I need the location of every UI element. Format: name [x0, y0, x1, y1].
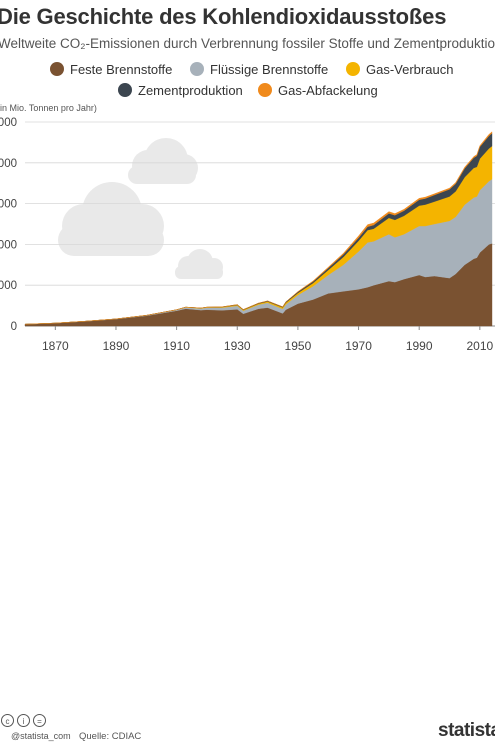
statista-logo[interactable]: statista: [438, 720, 495, 741]
social-handle[interactable]: @statista_com: [11, 731, 71, 741]
legend-item-fluessige: Flüssige Brennstoffe: [190, 62, 328, 77]
x-tick-label: 1890: [103, 339, 130, 352]
y-tick-label: 0: [11, 321, 17, 333]
chart-subtitle: Weltweite CO₂-Emissionen durch Verbrennu…: [0, 36, 495, 51]
x-tick-label: 1990: [406, 339, 433, 352]
legend-swatch: [258, 83, 272, 97]
x-tick-label: 1970: [345, 339, 372, 352]
y-tick-label: 6.000: [0, 199, 17, 211]
cloud-icon: [175, 249, 223, 279]
legend-swatch: [118, 83, 132, 97]
legend-swatch: [346, 62, 360, 76]
chart-title: Die Geschichte des Kohlendioxidausstoßes: [0, 4, 447, 29]
x-tick-label: 1910: [163, 339, 190, 352]
series-area-gas-abfackelung: [24, 131, 493, 325]
x-tick-label: 2010: [466, 339, 493, 352]
legend-label: Feste Brennstoffe: [70, 62, 173, 77]
legend-label: Zementproduktion: [138, 83, 243, 98]
legend-swatch: [190, 62, 204, 76]
eq-icon: =: [33, 714, 46, 727]
chart-area: 1870 1890 1910 1930 1950 1970 1990 2010 0 2.000 4…: [0, 103, 495, 352]
cloud-icon: [128, 138, 198, 184]
legend-label: Gas-Verbrauch: [366, 62, 454, 77]
legend-label: Gas-Abfackelung: [278, 83, 378, 98]
y-tick-label: 4.000: [0, 239, 17, 251]
footer: c i = @statista_com Quelle: CDIAC statis…: [0, 352, 495, 742]
cloud-icon: [58, 182, 164, 256]
legend-swatch: [50, 62, 64, 76]
y-tick-label: 8.000: [0, 158, 17, 170]
x-axis: 1870 1890 1910 1930 1950 1970 1990 2010: [42, 326, 494, 352]
stacked-areas: [24, 131, 493, 327]
legend-item-zement: Zementproduktion: [118, 83, 243, 98]
x-tick-label: 1930: [224, 339, 251, 352]
y-axis: 0 2.000 4.000 6.000 8.000 10.000: [0, 117, 17, 333]
y-tick-label: 10.000: [0, 117, 17, 129]
y-tick-label: 2.000: [0, 280, 17, 292]
legend-item-abfackelung: Gas-Abfackelung: [258, 83, 378, 98]
by-icon: i: [17, 714, 30, 727]
x-tick-label: 1950: [285, 339, 312, 352]
x-tick-label: 1870: [42, 339, 69, 352]
cloud-illustrations: [58, 138, 223, 279]
legend-item-gas-verbrauch: Gas-Verbrauch: [346, 62, 453, 77]
legend-item-feste: Feste Brennstoffe: [50, 62, 172, 77]
y-axis-label: (in Mio. Tonnen pro Jahr): [0, 103, 97, 113]
legend-label: Flüssige Brennstoffe: [210, 62, 329, 77]
cc-icon: c: [1, 714, 14, 727]
source-note: Quelle: CDIAC: [79, 731, 142, 742]
